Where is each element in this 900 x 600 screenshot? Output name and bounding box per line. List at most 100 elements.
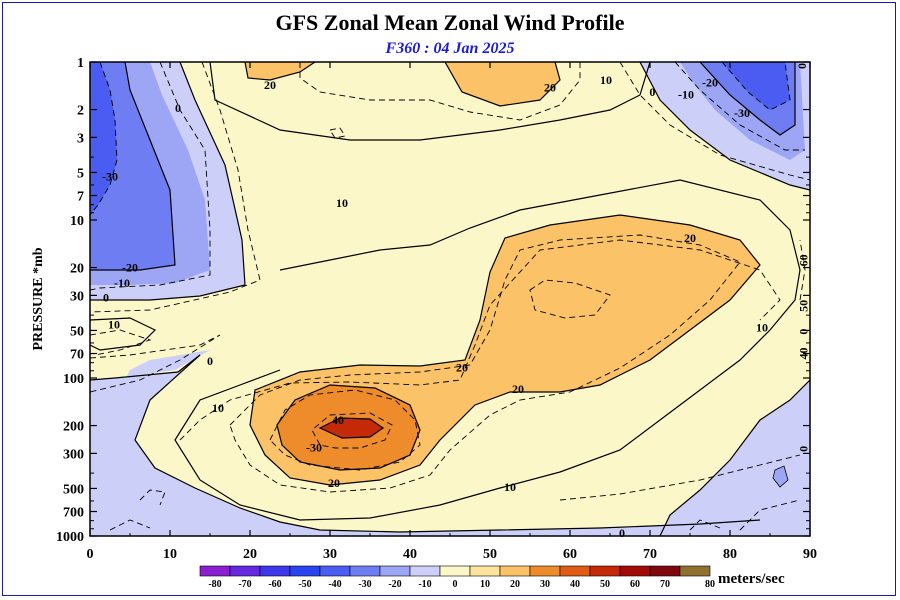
colorbar-swatch <box>199 565 231 577</box>
contour-label: 0 <box>207 354 213 368</box>
y-tick-label: 1 <box>77 56 84 71</box>
contour-label: -10 <box>678 87 694 101</box>
y-tick-label: 20 <box>70 262 84 277</box>
colorbar-label: -50 <box>298 579 311 590</box>
contour-field <box>90 62 810 536</box>
y-tick-label: 500 <box>63 482 84 497</box>
contour-label: 20 <box>684 231 696 245</box>
contour-label: -20 <box>122 261 138 275</box>
colorbar-label: 80 <box>705 579 715 590</box>
x-tick-label: 40 <box>403 547 417 562</box>
contour-band-neg10-0-surface <box>90 355 810 536</box>
colorbar-label: 20 <box>510 579 520 590</box>
colorbar-swatch <box>529 565 561 577</box>
colorbar-label: 50 <box>600 579 610 590</box>
contour-band-neg10-0-patch <box>772 465 789 488</box>
y-tick-label: 300 <box>63 447 84 462</box>
y-tick-label: 700 <box>63 506 84 521</box>
x-tick-label: 80 <box>723 547 737 562</box>
contour-label: 10 <box>600 73 612 87</box>
contour-label: 20 <box>512 382 524 396</box>
y-tick-label: 3 <box>77 131 84 146</box>
y-tick-label: 200 <box>63 420 84 435</box>
colorbar-label: 30 <box>540 579 550 590</box>
colorbar-label: 0 <box>453 579 458 590</box>
contour-label: 20 <box>456 361 468 375</box>
contour-band-neg40-neg30-tr <box>722 62 790 110</box>
colorbar-swatch <box>289 565 321 577</box>
contour-label: 20 <box>544 80 556 94</box>
colorbar-label: -10 <box>418 579 431 590</box>
x-tick-label: 10 <box>163 547 177 562</box>
colorbar-swatch <box>679 565 711 577</box>
contour-band-40-50 <box>320 418 383 438</box>
colorbar-label: -40 <box>328 579 341 590</box>
chart-title: GFS Zonal Mean Zonal Wind Profile <box>275 10 624 35</box>
contour-band-20-30-left-top <box>245 62 315 80</box>
y-tick-label: 7 <box>77 190 84 205</box>
x-tick-label: 30 <box>323 547 337 562</box>
contour-label: 60 <box>797 254 811 266</box>
colorbar-swatch <box>229 565 261 577</box>
colorbar-swatch <box>319 565 351 577</box>
x-tick-label: 90 <box>803 547 817 562</box>
contour-label: 0 <box>797 446 811 452</box>
contour-band-neg10-0-right <box>660 380 810 536</box>
y-tick-label: 5 <box>77 166 84 181</box>
contour-label: -20 <box>702 76 718 90</box>
x-tick-label: 0 <box>87 547 94 562</box>
contour-label: 10 <box>756 321 768 335</box>
colorbar-label: -60 <box>268 579 281 590</box>
colorbar-label: 10 <box>480 579 490 590</box>
y-tick-label: 1000 <box>56 530 84 545</box>
contour-label: 50 <box>797 300 811 312</box>
x-tick-label: 60 <box>563 547 577 562</box>
contour-band-20-30-top <box>445 62 560 106</box>
contour-label: 20 <box>328 476 340 490</box>
colorbar-swatch <box>589 565 621 577</box>
contour-label: 0 <box>103 291 109 305</box>
colorbar: -80 -70 -60 -50 -40 -30 -20 -10 0 10 20 30 40 50 60 70 8… <box>199 565 715 590</box>
x-axis: 0 10 20 30 40 50 60 70 80 90 <box>87 62 817 562</box>
contour-label: 20 <box>264 78 276 92</box>
colorbar-swatch <box>559 565 591 577</box>
x-tick-label: 50 <box>483 547 497 562</box>
colorbar-swatch <box>619 565 651 577</box>
contour-label: 0 <box>649 85 655 99</box>
colorbar-swatch <box>349 565 381 577</box>
colorbar-unit: meters/sec <box>718 571 785 587</box>
contour-label: -30 <box>734 106 750 120</box>
contour-lines-solid <box>90 62 810 536</box>
colorbar-swatch <box>409 565 441 577</box>
colorbar-swatch <box>379 565 411 577</box>
contour-label: 0 <box>619 526 625 540</box>
colorbar-label: -80 <box>208 579 221 590</box>
contour-label: 10 <box>336 196 348 210</box>
x-tick-label: 70 <box>643 547 657 562</box>
contour-label: 10 <box>108 318 120 332</box>
colorbar-swatch <box>649 565 681 577</box>
contour-label: -10 <box>114 276 130 290</box>
colorbar-swatch <box>259 565 291 577</box>
contour-lines-dashed <box>90 62 810 531</box>
contour-label: 0 <box>795 63 809 69</box>
colorbar-swatch <box>499 565 531 577</box>
y-tick-label: 30 <box>70 289 84 304</box>
colorbar-label: -30 <box>358 579 371 590</box>
y-tick-label: 2 <box>77 104 84 119</box>
contour-label: -30 <box>102 169 118 183</box>
colorbar-swatch <box>469 565 501 577</box>
contour-label: 0 <box>175 101 181 115</box>
contour-label: -30 <box>306 440 322 454</box>
chart-subtitle: F360 : 04 Jan 2025 <box>385 40 515 57</box>
contour-label: 10 <box>504 480 516 494</box>
y-tick-label: 10 <box>70 214 84 229</box>
contour-band-10-20-stratosphere <box>90 318 155 350</box>
contour-band-neg40-neg30 <box>90 62 117 215</box>
contour-label: 0 <box>797 329 811 335</box>
y-tick-label: 50 <box>70 324 84 339</box>
colorbar-label: 60 <box>630 579 640 590</box>
contour-label: 10 <box>212 401 224 415</box>
